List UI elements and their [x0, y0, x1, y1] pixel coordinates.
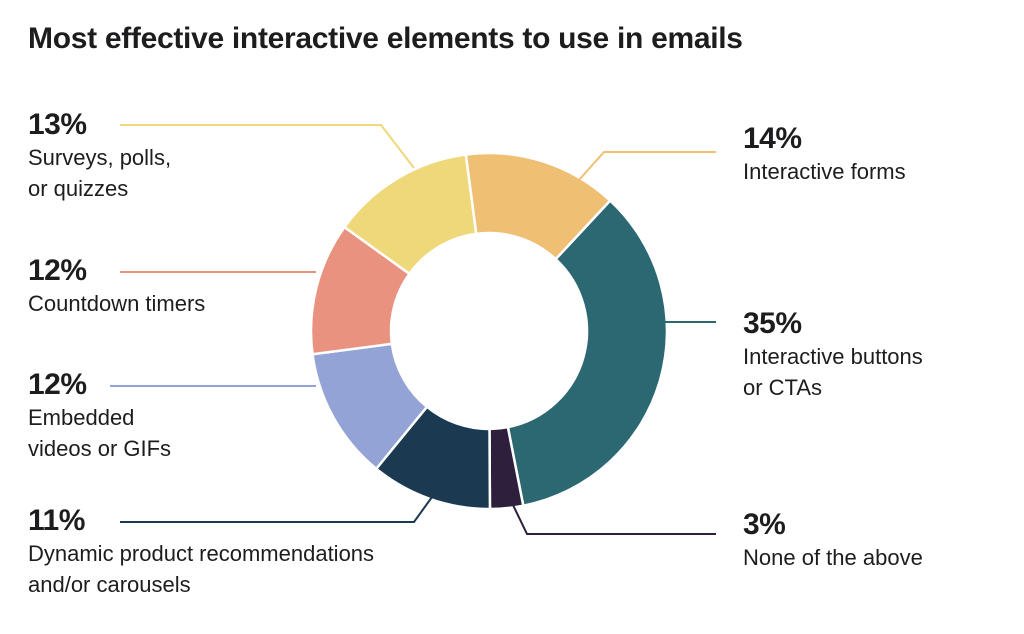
- data-label-percent: 3%: [743, 508, 786, 541]
- leader-line-interactive-forms: [578, 151, 716, 181]
- data-label-percent: 35%: [743, 307, 802, 340]
- category-label-line: None of the above: [743, 545, 923, 570]
- leader-line-surveys-polls: [120, 124, 415, 169]
- slice-surveys-polls: [343, 153, 478, 276]
- category-label-line: videos or GIFs: [28, 436, 172, 461]
- category-label: Interactive buttons or CTAs: [743, 341, 923, 403]
- category-label: None of the above: [743, 542, 923, 573]
- slice-interactive-buttons: [506, 199, 669, 507]
- category-label-line: Countdown timers: [28, 291, 206, 316]
- data-label-percent: 12%: [28, 368, 87, 401]
- category-label: Surveys, polls, or quizzes: [28, 142, 171, 204]
- category-label-line: Interactive buttons: [743, 344, 923, 369]
- category-label: Countdown timers: [28, 288, 205, 319]
- leader-line-dynamic-product-recommendations: [120, 496, 433, 523]
- category-label-line: and/or carousels: [28, 572, 191, 597]
- category-label: Embedded videos or GIFs: [28, 402, 171, 464]
- label-none-of-the-above: 3% None of the above: [743, 508, 923, 573]
- label-surveys-polls: 13% Surveys, polls, or quizzes: [28, 108, 171, 204]
- data-label-percent: 12%: [28, 254, 87, 287]
- category-label: Dynamic product recommendations and/or ca…: [28, 538, 374, 600]
- category-label-line: Embedded: [28, 405, 135, 430]
- label-interactive-forms: 14% Interactive forms: [743, 122, 906, 187]
- label-interactive-buttons: 35% Interactive buttons or CTAs: [743, 307, 923, 403]
- category-label-line: Dynamic product recommendations: [28, 541, 375, 566]
- data-label-percent: 14%: [743, 122, 802, 155]
- label-countdown-timers: 12% Countdown timers: [28, 254, 205, 319]
- data-label-percent: 11%: [28, 504, 85, 537]
- category-label-line: or quizzes: [28, 176, 129, 201]
- label-embedded-videos: 12% Embedded videos or GIFs: [28, 368, 171, 464]
- leader-line-none-of-the-above: [512, 504, 716, 535]
- category-label: Interactive forms: [743, 156, 906, 187]
- category-label-line: Interactive forms: [743, 159, 906, 184]
- category-label-line: or CTAs: [743, 375, 823, 400]
- chart-title: Most effective interactive elements to u…: [28, 22, 743, 55]
- label-dynamic-product-recommendations: 11% Dynamic product recommendations and/or…: [28, 504, 374, 600]
- data-label-percent: 13%: [28, 108, 87, 141]
- category-label-line: Surveys, polls,: [28, 145, 172, 170]
